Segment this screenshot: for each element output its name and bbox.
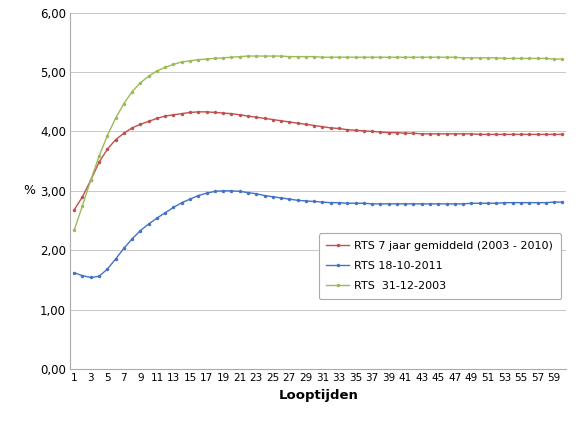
Line: RTS  31-12-2003: RTS 31-12-2003	[72, 54, 564, 232]
X-axis label: Looptijden: Looptijden	[279, 389, 358, 402]
RTS 18-10-2011	[71, 270, 78, 275]
RTS 18-10-2011	[203, 191, 210, 196]
Line: RTS 7 jaar gemiddeld (2003 - 2010): RTS 7 jaar gemiddeld (2003 - 2010)	[72, 110, 564, 212]
RTS 7 jaar gemiddeld (2003 - 2010)	[154, 116, 161, 121]
RTS  31-12-2003	[385, 55, 392, 60]
RTS  31-12-2003	[71, 227, 78, 232]
RTS 7 jaar gemiddeld (2003 - 2010)	[71, 207, 78, 212]
RTS  31-12-2003	[195, 57, 202, 62]
RTS 7 jaar gemiddeld (2003 - 2010)	[245, 114, 252, 119]
RTS 7 jaar gemiddeld (2003 - 2010)	[236, 112, 243, 117]
RTS 7 jaar gemiddeld (2003 - 2010)	[220, 111, 227, 116]
RTS 18-10-2011	[559, 200, 566, 205]
RTS  31-12-2003	[559, 56, 566, 61]
RTS 7 jaar gemiddeld (2003 - 2010)	[195, 109, 202, 114]
RTS 18-10-2011	[394, 201, 401, 206]
Y-axis label: %: %	[23, 184, 35, 197]
RTS 7 jaar gemiddeld (2003 - 2010)	[559, 132, 566, 137]
Legend: RTS 7 jaar gemiddeld (2003 - 2010), RTS 18-10-2011, RTS  31-12-2003: RTS 7 jaar gemiddeld (2003 - 2010), RTS …	[319, 233, 561, 299]
RTS 7 jaar gemiddeld (2003 - 2010)	[385, 130, 392, 135]
RTS  31-12-2003	[245, 53, 252, 59]
RTS  31-12-2003	[236, 54, 243, 59]
RTS  31-12-2003	[211, 56, 218, 61]
RTS 18-10-2011	[228, 188, 235, 193]
Line: RTS 18-10-2011: RTS 18-10-2011	[72, 189, 564, 279]
RTS 18-10-2011	[87, 275, 94, 280]
RTS 18-10-2011	[245, 190, 252, 195]
RTS 18-10-2011	[220, 188, 227, 193]
RTS  31-12-2003	[154, 68, 161, 73]
RTS 18-10-2011	[162, 210, 169, 215]
RTS 7 jaar gemiddeld (2003 - 2010)	[203, 109, 210, 114]
RTS  31-12-2003	[228, 55, 235, 60]
RTS 18-10-2011	[253, 191, 260, 196]
